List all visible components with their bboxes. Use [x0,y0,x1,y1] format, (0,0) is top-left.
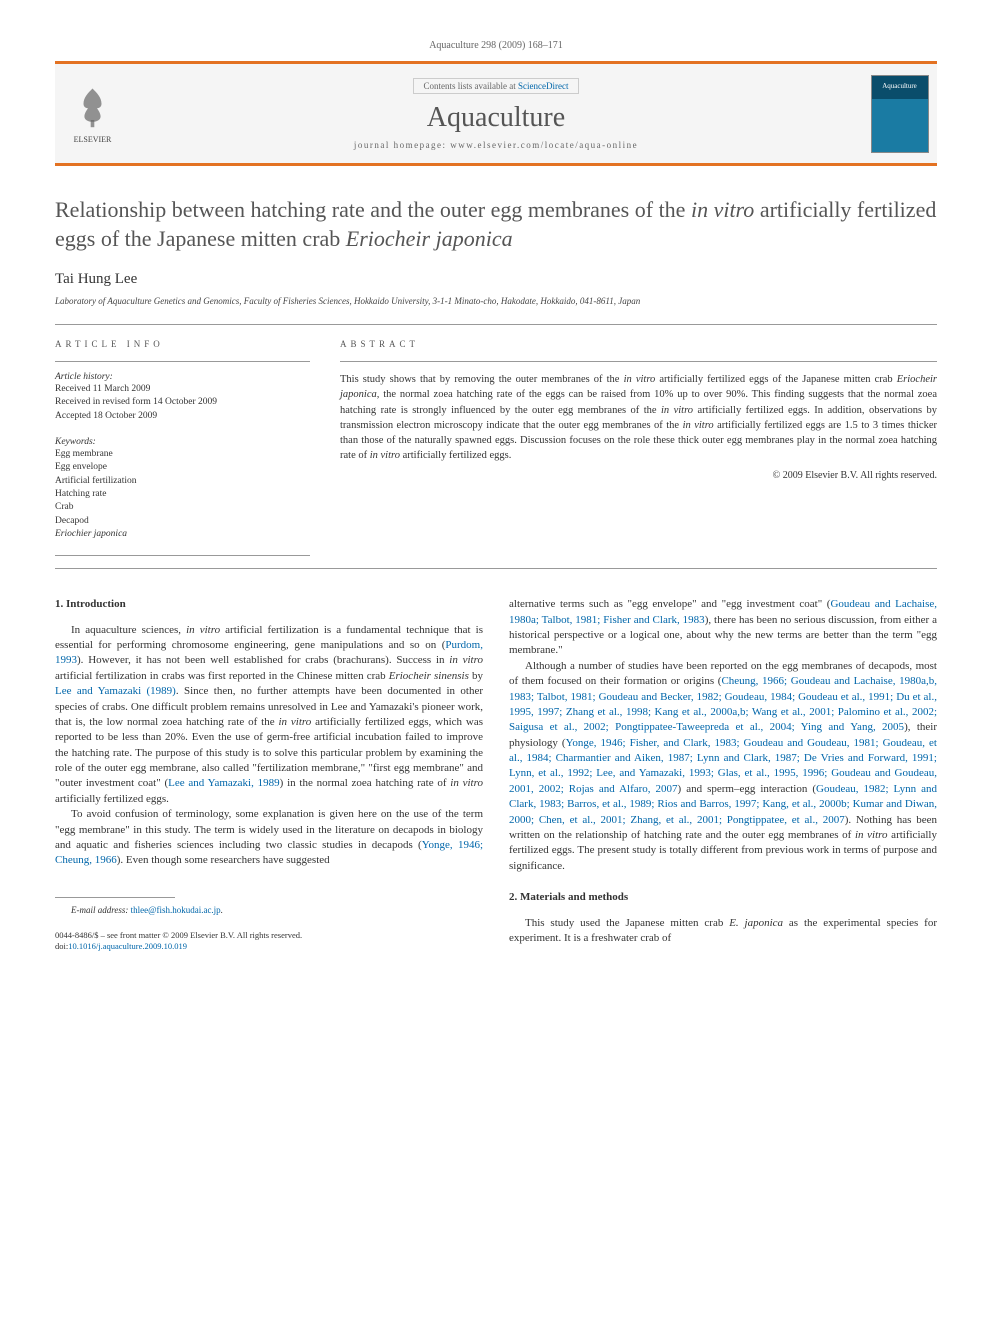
txt: artificially fertilized eggs. [55,793,169,805]
contents-prefix: Contents lists available at [424,81,518,91]
header-citation: Aquaculture 298 (2009) 168–171 [55,40,937,51]
it: in vitro [186,624,220,636]
txt: ) and sperm–egg interaction ( [678,783,816,795]
it: in vitro [449,654,483,666]
txt: alternative terms such as "egg envelope"… [509,598,830,610]
txt: by [469,670,483,682]
history-revised: Received in revised form 14 October 2009 [55,396,310,409]
intro-para-1: In aquaculture sciences, in vitro artifi… [55,623,483,808]
footer-separator [55,897,175,898]
txt: ). Even though some researchers have sug… [117,854,330,866]
page: Aquaculture 298 (2009) 168–171 ELSEVIER … [0,0,992,982]
doi-line: doi:10.1016/j.aquaculture.2009.10.019 [55,941,483,952]
author-name: Tai Hung Lee [55,271,937,288]
txt: This study used the Japanese mitten crab [525,917,729,929]
email-link[interactable]: thlee@fish.hokudai.ac.jp [131,905,221,915]
issn-line: 0044-8486/$ – see front matter © 2009 El… [55,930,483,941]
article-title: Relationship between hatching rate and t… [55,196,937,253]
history-accepted: Accepted 18 October 2009 [55,410,310,423]
it: in vitro [855,829,888,841]
publisher-logo-box: ELSEVIER [55,64,130,163]
txt: artificial fertilization in crabs was fi… [55,670,389,682]
txt: In aquaculture sciences, [71,624,186,636]
intro-para-3: Although a number of studies have been r… [509,659,937,874]
body-columns: 1. Introduction In aquaculture sciences,… [55,597,937,952]
journal-banner: ELSEVIER Contents lists available at Sci… [55,61,937,166]
keyword: Crab [55,501,310,514]
abs-it: in vitro [624,374,656,385]
journal-cover-icon: Aquaculture [871,75,929,153]
it: in vitro [450,777,483,789]
column-right: alternative terms such as "egg envelope"… [509,597,937,952]
ref-link[interactable]: Lee and Yamazaki (1989) [55,685,176,697]
keywords-heading: Keywords: [55,437,310,447]
column-left: 1. Introduction In aquaculture sciences,… [55,597,483,952]
banner-center: Contents lists available at ScienceDirec… [130,64,862,163]
keyword: Egg envelope [55,461,310,474]
abstract-text: This study shows that by removing the ou… [340,372,937,463]
heading-introduction: 1. Introduction [55,597,483,612]
txt: ). However, it has not been well establi… [77,654,449,666]
publisher-name: ELSEVIER [70,135,115,144]
abs-it: in vitro [370,450,400,461]
abstract-copyright: © 2009 Elsevier B.V. All rights reserved… [340,470,937,481]
keyword: Egg membrane [55,448,310,461]
keyword-italic: Eriochier japonica [55,528,310,541]
title-seg-1: Relationship between hatching rate and t… [55,197,691,222]
it: Eriocheir sinensis [389,670,469,682]
rule-top [55,324,937,325]
author-affiliation: Laboratory of Aquaculture Genetics and G… [55,296,937,306]
abstract-label: abstract [340,339,937,349]
info-rule [55,361,310,362]
elsevier-logo: ELSEVIER [70,84,115,144]
txt: To avoid confusion of terminology, some … [55,808,483,851]
title-italic-1: in vitro [691,197,754,222]
cover-label: Aquaculture [872,82,928,90]
meta-row: article info Article history: Received 1… [55,339,937,541]
ref-link[interactable]: Lee and Yamazaki, 1989 [168,777,280,789]
journal-name: Aquaculture [427,102,565,134]
intro-para-2-cont: alternative terms such as "egg envelope"… [509,597,937,659]
doi-prefix: doi: [55,941,68,951]
keyword: Hatching rate [55,488,310,501]
history-received: Received 11 March 2009 [55,383,310,396]
sciencedirect-link[interactable]: ScienceDirect [518,81,568,91]
rule-bottom [55,568,937,569]
it: in vitro [278,716,311,728]
abs-seg: artificially fertilized eggs of the Japa… [655,374,896,385]
abstract-rule [340,361,937,362]
history-heading: Article history: [55,372,310,382]
cover-thumb-box: Aquaculture [862,64,937,163]
abs-it: in vitro [683,420,714,431]
footer-copyright: 0044-8486/$ – see front matter © 2009 El… [55,930,483,952]
intro-para-2: To avoid confusion of terminology, some … [55,807,483,869]
methods-para-1: This study used the Japanese mitten crab… [509,916,937,947]
rule-short [55,555,310,556]
email-suffix: . [221,905,223,915]
abs-seg: artificially fertilized eggs. [400,450,511,461]
keyword: Artificial fertilization [55,475,310,488]
txt: ) in the normal zoea hatching rate of [280,777,451,789]
article-info-box: article info Article history: Received 1… [55,339,310,541]
abs-it: in vitro [661,405,693,416]
keyword: Decapod [55,515,310,528]
doi-link[interactable]: 10.1016/j.aquaculture.2009.10.019 [68,941,187,951]
elsevier-tree-icon [70,84,115,129]
abs-seg: This study shows that by removing the ou… [340,374,624,385]
abstract-box: abstract This study shows that by removi… [340,339,937,541]
heading-materials: 2. Materials and methods [509,890,937,905]
contents-available: Contents lists available at ScienceDirec… [413,78,580,94]
email-label: E-mail address: [71,905,131,915]
journal-homepage: journal homepage: www.elsevier.com/locat… [354,140,638,150]
corresponding-email: E-mail address: thlee@fish.hokudai.ac.jp… [55,904,483,917]
title-italic-2: Eriocheir japonica [346,226,513,251]
article-info-label: article info [55,339,310,349]
it: E. japonica [729,917,783,929]
